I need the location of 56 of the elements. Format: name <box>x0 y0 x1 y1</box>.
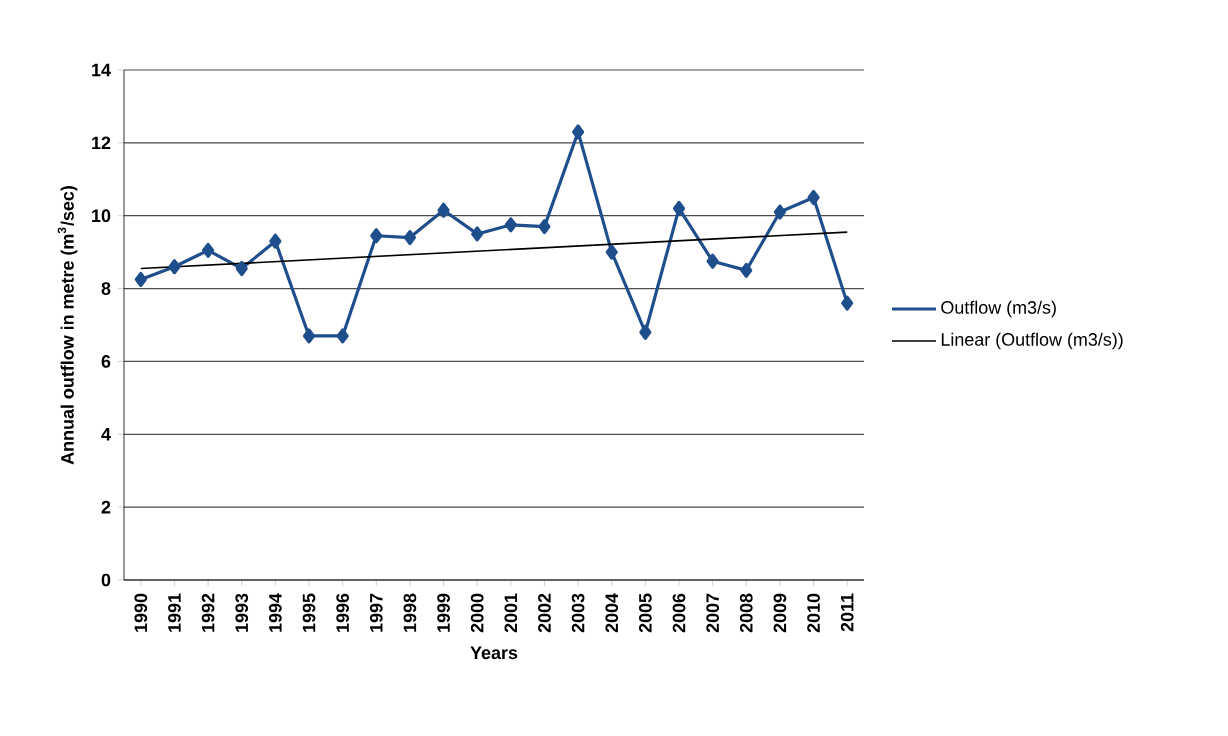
x-tick-label: 1999 <box>437 593 450 632</box>
y-tick-label: 4 <box>101 428 111 441</box>
x-tick-label: 2003 <box>571 593 585 633</box>
point <box>336 328 349 344</box>
point <box>706 253 719 269</box>
point <box>302 328 316 344</box>
y-tick-label: 14 <box>92 63 111 77</box>
x-tick-label: 1993 <box>235 593 249 632</box>
x-tick-label: 1997 <box>369 593 383 632</box>
x-tick-label: 1990 <box>134 593 148 632</box>
x-tick-label: 1991 <box>168 593 181 632</box>
x-tick-label: 2011 <box>840 593 854 632</box>
y-tick-label: 8 <box>101 282 111 295</box>
x-tick-label: 2002 <box>538 593 551 633</box>
x-tick-label: 2000 <box>470 593 484 633</box>
point <box>437 202 450 218</box>
y-tick-label: 10 <box>92 209 111 223</box>
x-tick-label: 2006 <box>672 593 686 633</box>
point <box>370 228 383 244</box>
x-tick-label: 2010 <box>807 593 820 633</box>
y-tick-label: 2 <box>101 500 111 514</box>
point <box>605 244 618 260</box>
y-axis-title: Annual outflow in metre (m$^{3}$/sec) <box>57 186 78 465</box>
x-tick-label: 2001 <box>504 593 518 633</box>
point <box>740 262 753 278</box>
x-tick-label: 1995 <box>302 593 316 632</box>
point <box>403 229 416 246</box>
legend-label: Linear (Outflow (m3/s)) <box>941 332 1123 350</box>
point <box>202 242 215 258</box>
x-tick-label: 1996 <box>336 593 349 632</box>
point <box>572 124 585 140</box>
point <box>639 324 652 340</box>
x-axis-title: Years <box>470 646 518 660</box>
y-tick-label: 6 <box>101 355 111 368</box>
point <box>672 200 686 216</box>
y-tick-label: 0 <box>101 573 111 587</box>
point <box>269 233 282 249</box>
x-tick-label: 1994 <box>269 593 282 632</box>
legend-label: Outflow (m3/s) <box>941 300 1056 318</box>
point <box>773 204 786 220</box>
x-tick-label: 2005 <box>639 593 652 633</box>
x-tick-label: 1998 <box>403 593 417 632</box>
x-tick-label: 2004 <box>605 593 619 633</box>
y-tick-label: 12 <box>92 136 111 150</box>
point <box>168 259 181 275</box>
point <box>807 189 820 206</box>
x-tick-label: 2007 <box>706 593 719 633</box>
point <box>504 217 517 233</box>
x-tick-label: 2009 <box>773 593 787 633</box>
x-tick-label: 1992 <box>201 593 215 632</box>
point <box>134 271 147 288</box>
point <box>471 226 484 242</box>
point <box>538 219 551 235</box>
x-tick-label: 2008 <box>739 593 753 633</box>
point <box>235 260 248 277</box>
point <box>841 295 854 311</box>
